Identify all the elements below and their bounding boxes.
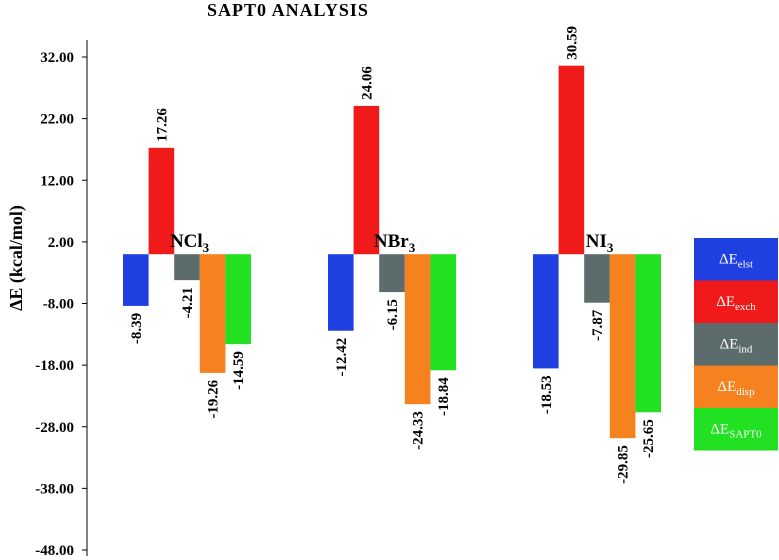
data-label: -12.42: [334, 338, 350, 377]
bar-ind-nbr3: [379, 254, 405, 293]
data-label: -18.84: [436, 377, 452, 416]
data-label: -6.15: [385, 299, 401, 330]
bar-disp-ni3: [609, 254, 636, 439]
bar-elst-nbr3: [328, 254, 354, 331]
y-axis-label: ΔE (kcal/mol): [6, 205, 27, 311]
bar-disp-ncl3: [199, 254, 226, 373]
data-label: -7.87: [590, 309, 606, 341]
y-tick-label: 22.00: [40, 112, 74, 128]
bar-exch-nbr3: [353, 105, 380, 255]
bar-disp-nbr3: [404, 254, 431, 405]
legend-swatch-exch: [694, 280, 778, 323]
data-label: -8.39: [129, 313, 145, 344]
y-axis: 32.00 22.00 12.00 2.00 -8.00 -18.00 -28.00 -38.…: [35, 40, 88, 559]
bars-group: [123, 65, 661, 439]
category-label: NBr3: [374, 231, 416, 255]
legend-swatch-ind: [694, 323, 778, 366]
data-label: -29.85: [616, 445, 632, 484]
data-label: 17.26: [154, 108, 170, 142]
legend: ΔEelst ΔEexch ΔEind ΔEdisp ΔESAPT0: [694, 238, 778, 451]
legend-label: ΔESAPT0: [710, 421, 762, 440]
legend-swatch-sapt0: [694, 408, 778, 451]
bar-sapt0-ni3: [635, 254, 661, 413]
y-tick-label: 32.00: [40, 50, 74, 66]
bar-sapt0-nbr3: [430, 254, 456, 371]
bar-elst-ncl3: [123, 254, 149, 306]
data-label: 30.59: [564, 26, 580, 60]
category-labels-group: NCl3 NBr3 NI3: [170, 231, 614, 255]
data-label: -25.65: [641, 419, 657, 458]
category-label: NI3: [586, 231, 614, 255]
legend-label: ΔEind: [720, 336, 753, 355]
y-tick-label: -38.00: [35, 481, 74, 497]
bar-ind-ni3: [584, 254, 610, 303]
legend-label: ΔEelst: [719, 251, 753, 270]
y-tick-label: 12.00: [40, 173, 74, 189]
data-label: -24.33: [411, 411, 427, 450]
chart-title: SAPT0 ANALYSIS: [207, 0, 369, 20]
data-label: -14.59: [231, 351, 247, 390]
bar-sapt0-ncl3: [225, 254, 251, 345]
y-tick-label: -18.00: [35, 358, 74, 374]
bar-ind-ncl3: [174, 254, 200, 281]
data-label: -4.21: [180, 287, 196, 318]
category-label: NCl3: [170, 231, 210, 255]
bar-elst-ni3: [533, 254, 559, 369]
legend-swatch-elst: [694, 238, 778, 281]
bar-exch-ni3: [558, 65, 585, 255]
legend-label: ΔEexch: [716, 294, 756, 313]
y-tick-label: 2.00: [48, 235, 74, 251]
data-label: -19.26: [206, 379, 222, 418]
y-tick-label: -28.00: [35, 420, 74, 436]
y-tick-label: -48.00: [35, 543, 74, 559]
legend-label: ΔEdisp: [717, 379, 755, 398]
y-tick-label: -8.00: [43, 297, 74, 313]
data-label: -18.53: [539, 375, 555, 414]
data-labels-group: -8.39 17.26 -4.21 -19.26 -14.59 -12.42 24.06 -6…: [129, 26, 657, 484]
data-label: 24.06: [359, 66, 375, 100]
legend-swatch-disp: [694, 365, 778, 408]
bar-exch-ncl3: [148, 147, 175, 255]
